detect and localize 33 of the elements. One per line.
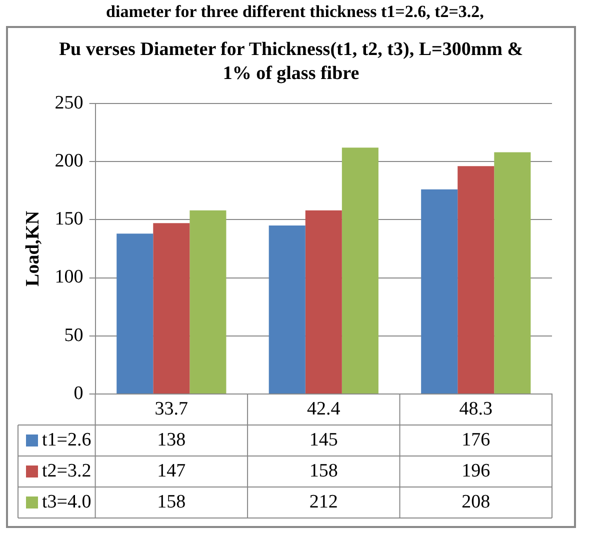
bar <box>153 222 190 393</box>
bar <box>342 147 378 393</box>
x-tick-label: 42.4 <box>307 398 341 419</box>
data-label: 147 <box>157 460 186 481</box>
text: diameter for three different thickness t1=2.6, t2=3.2, <box>105 2 485 22</box>
x-tick-label: 33.7 <box>154 398 188 419</box>
chart-title: Pu verses Diameter for Thickness(t1, t2, t3), L=300mm & 1% of glass fibre <box>58 38 524 86</box>
x-tick-label: 48.3 <box>459 398 493 419</box>
y-tick-label: 50 <box>64 324 84 346</box>
y-tick-label: 100 <box>54 266 84 288</box>
bar <box>190 210 226 393</box>
y-tick-label: 0 <box>74 382 84 404</box>
data-label: 145 <box>309 428 338 450</box>
bar <box>421 188 458 393</box>
bar <box>116 233 154 393</box>
legend-label: t2=3.2 <box>42 460 92 481</box>
bar <box>494 152 531 393</box>
y-tick-label: 150 <box>54 208 84 230</box>
y-axis-title: Load,KN <box>22 210 44 286</box>
data-label: 158 <box>157 490 186 512</box>
data-label: 138 <box>157 428 186 450</box>
data-label: 158 <box>309 460 338 481</box>
y-tick-label: 250 <box>54 92 84 113</box>
y-tick-label: 200 <box>54 150 84 172</box>
bar <box>305 210 342 393</box>
data-label: 208 <box>462 490 490 512</box>
bar <box>268 224 306 393</box>
data-label: 196 <box>462 460 490 481</box>
legend-label: t3=4.0 <box>42 490 92 512</box>
legend-label: t1=2.6 <box>42 428 92 450</box>
data-label: 176 <box>462 428 490 450</box>
bar <box>458 166 494 393</box>
data-label: 212 <box>309 490 338 512</box>
